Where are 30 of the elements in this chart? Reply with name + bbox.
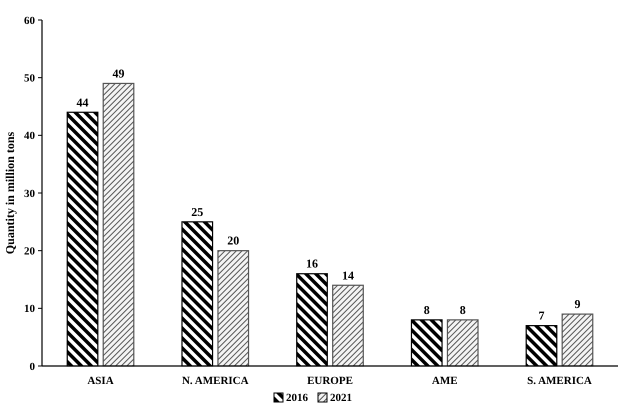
y-tick-label: 30: [24, 188, 36, 200]
y-tick-label: 40: [24, 130, 36, 142]
y-axis-title: Quantity in million tons: [3, 131, 17, 254]
x-tick-label: ASIA: [87, 375, 114, 387]
x-tick-label: N. AMERICA: [182, 375, 249, 387]
data-label: 20: [227, 234, 240, 248]
legend-label: 2021: [330, 392, 352, 404]
x-tick-label: S. AMERICA: [527, 375, 592, 387]
x-tick-label: EUROPE: [307, 375, 353, 387]
bar: [446, 319, 479, 367]
y-tick-label: 0: [30, 360, 36, 373]
data-label: 16: [306, 256, 318, 271]
data-label: 49: [112, 66, 125, 80]
y-tick-label: 20: [24, 246, 36, 258]
y-tick-label: 60: [24, 14, 36, 27]
data-label: 7: [538, 308, 544, 323]
data-label: 8: [424, 302, 430, 317]
bar: [102, 82, 134, 367]
y-tick-label: 50: [24, 72, 36, 85]
y-tick-label: 10: [24, 303, 36, 316]
data-label: 14: [342, 268, 354, 282]
bar: [217, 250, 250, 367]
bar: [562, 314, 594, 367]
data-label: 9: [574, 297, 580, 312]
x-tick-label: AME: [432, 375, 458, 387]
data-label: 8: [460, 302, 466, 317]
data-label: 44: [76, 95, 89, 110]
legend-label: 2016: [286, 392, 308, 404]
data-label: 25: [191, 204, 204, 219]
bar: [332, 284, 364, 367]
